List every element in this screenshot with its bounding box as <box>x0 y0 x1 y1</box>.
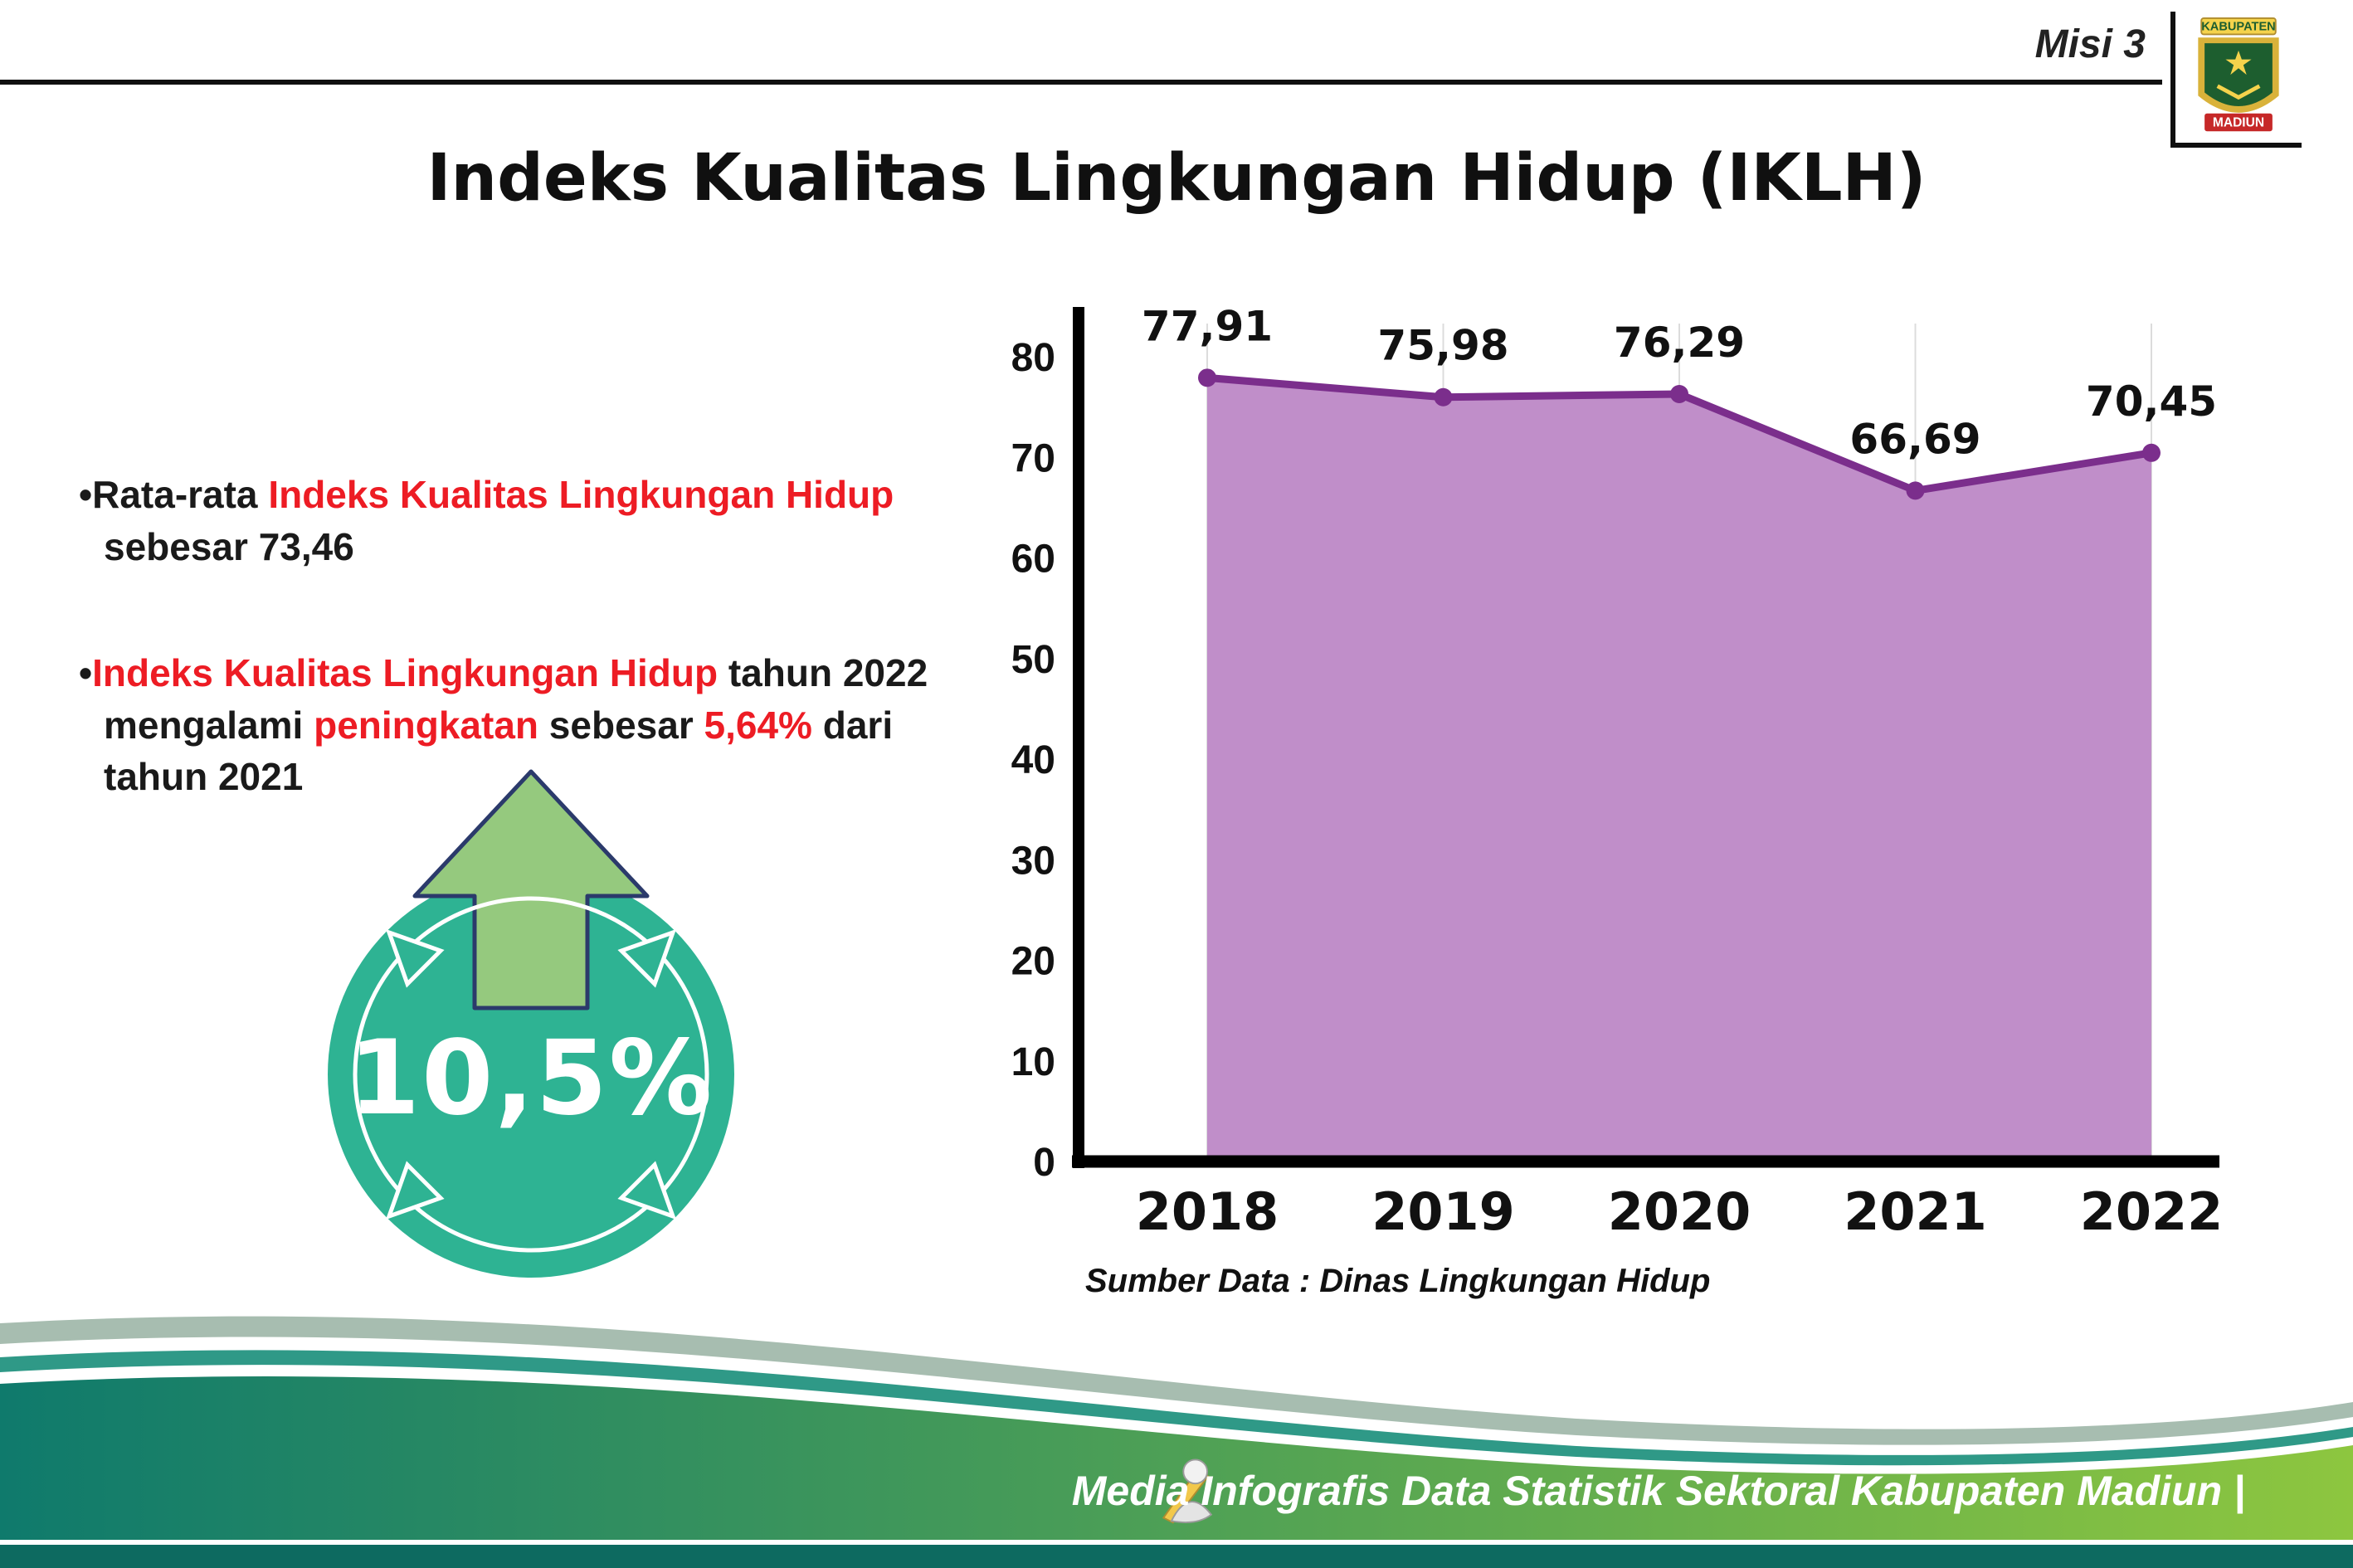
x-category-label: 2018 <box>1136 1181 1279 1242</box>
source-note: Sumber Data : Dinas Lingkungan Hidup <box>1085 1263 1711 1299</box>
data-point <box>1670 384 1688 403</box>
mascot-head <box>1182 1458 1209 1485</box>
bullet-text: Rata-rata <box>92 473 269 516</box>
madiun-shield-icon: KABUPATEN MADIUN <box>2198 17 2279 132</box>
increase-badge-graphic <box>328 769 734 1278</box>
ring-triangle-icon <box>385 928 445 988</box>
data-point <box>1198 368 1216 387</box>
bullet-increase-2022: •Indeks Kualitas Lingkungan Hidup tahun … <box>79 647 958 803</box>
bullet-highlight: 5,64% <box>704 703 812 747</box>
y-tick-label: 50 <box>1011 638 1055 682</box>
logo-banner-top <box>2200 17 2277 36</box>
header-rule <box>0 80 2162 85</box>
logo-name-text: MADIUN <box>2213 115 2264 129</box>
increase-percentage: 10,5% <box>348 1019 714 1138</box>
bullet-text: dari tahun 2021 <box>104 703 894 799</box>
iklh-area-chart: 77,91 75,98 76,29 66,69 70,45 0 10 20 30 40 50 60 70… <box>1011 302 2224 1242</box>
badge-circle <box>328 871 734 1278</box>
bullet-text: tahun 2022 mengalami <box>104 651 928 747</box>
x-category-label: 2020 <box>1608 1181 1751 1242</box>
data-point <box>2142 443 2161 462</box>
key-findings: •Rata-rata Indeks Kualitas Lingkungan Hi… <box>79 469 958 878</box>
y-tick-label: 10 <box>1011 1040 1055 1084</box>
iklh-chart-section: 77,91 75,98 76,29 66,69 70,45 0 10 20 30 40 50 60 70… <box>946 274 2290 1327</box>
star-icon <box>2225 50 2252 75</box>
mascot-body <box>1170 1501 1213 1523</box>
y-tick-label: 20 <box>1011 940 1055 984</box>
page-title: Indeks Kualitas Lingkungan Hidup (IKLH) <box>426 141 1927 217</box>
data-point <box>1434 387 1453 407</box>
footer-waves <box>0 1316 2353 1568</box>
shield-chevron <box>2216 84 2261 100</box>
x-category-label: 2019 <box>1371 1181 1515 1242</box>
data-point <box>1906 481 1925 500</box>
bullet-text: sebesar <box>538 703 704 747</box>
ring-triangle-icon <box>385 1161 445 1220</box>
bullet-text: sebesar 73,46 <box>104 524 354 568</box>
value-label: 66,69 <box>1849 415 1980 463</box>
bullet-marker: • <box>79 473 93 516</box>
bullet-highlight: Indeks Kualitas Lingkungan Hidup <box>268 473 894 516</box>
mascot-icon <box>1162 1458 1213 1524</box>
increase-badge: 10,5% <box>257 738 805 1369</box>
bullet-marker: • <box>79 651 93 695</box>
value-label: 75,98 <box>1377 322 1508 370</box>
x-category-label: 2021 <box>1844 1181 1987 1242</box>
logo-region-text: KABUPATEN <box>2201 21 2275 34</box>
x-category-label: 2022 <box>2080 1181 2224 1242</box>
misi-label: Misi 3 <box>2034 22 2146 66</box>
logo-ribbon-bottom <box>2204 113 2273 132</box>
chart-area <box>1207 377 2151 1161</box>
y-tick-label: 0 <box>1033 1141 1055 1185</box>
footer-credit: Media Infografis Data Statistik Sektoral… <box>1071 1468 2245 1514</box>
kabupaten-madiun-logo: KABUPATEN MADIUN <box>2170 12 2302 148</box>
value-label: 77,91 <box>1142 302 1273 350</box>
ring-triangle-icon <box>617 1161 677 1220</box>
value-label: 76,29 <box>1614 319 1745 367</box>
bullet-average-iklh: •Rata-rata Indeks Kualitas Lingkungan Hi… <box>79 469 958 572</box>
ring-triangle-icon <box>617 928 677 988</box>
arrow-up-icon <box>412 769 650 1010</box>
badge-ring <box>353 896 709 1253</box>
y-tick-label: 30 <box>1011 839 1055 883</box>
value-label: 70,45 <box>2086 377 2217 426</box>
wave-gradient-band <box>0 1376 2353 1568</box>
y-tick-label: 70 <box>1011 436 1055 480</box>
bullet-highlight: peningkatan <box>314 703 539 747</box>
footer-bottom-strip <box>0 1545 2353 1568</box>
bullet-highlight: Indeks Kualitas Lingkungan Hidup <box>92 651 719 695</box>
footer-divider <box>0 1540 2353 1545</box>
y-tick-label: 40 <box>1011 738 1055 782</box>
y-tick-label: 80 <box>1011 336 1055 380</box>
y-tick-label: 60 <box>1011 538 1055 582</box>
